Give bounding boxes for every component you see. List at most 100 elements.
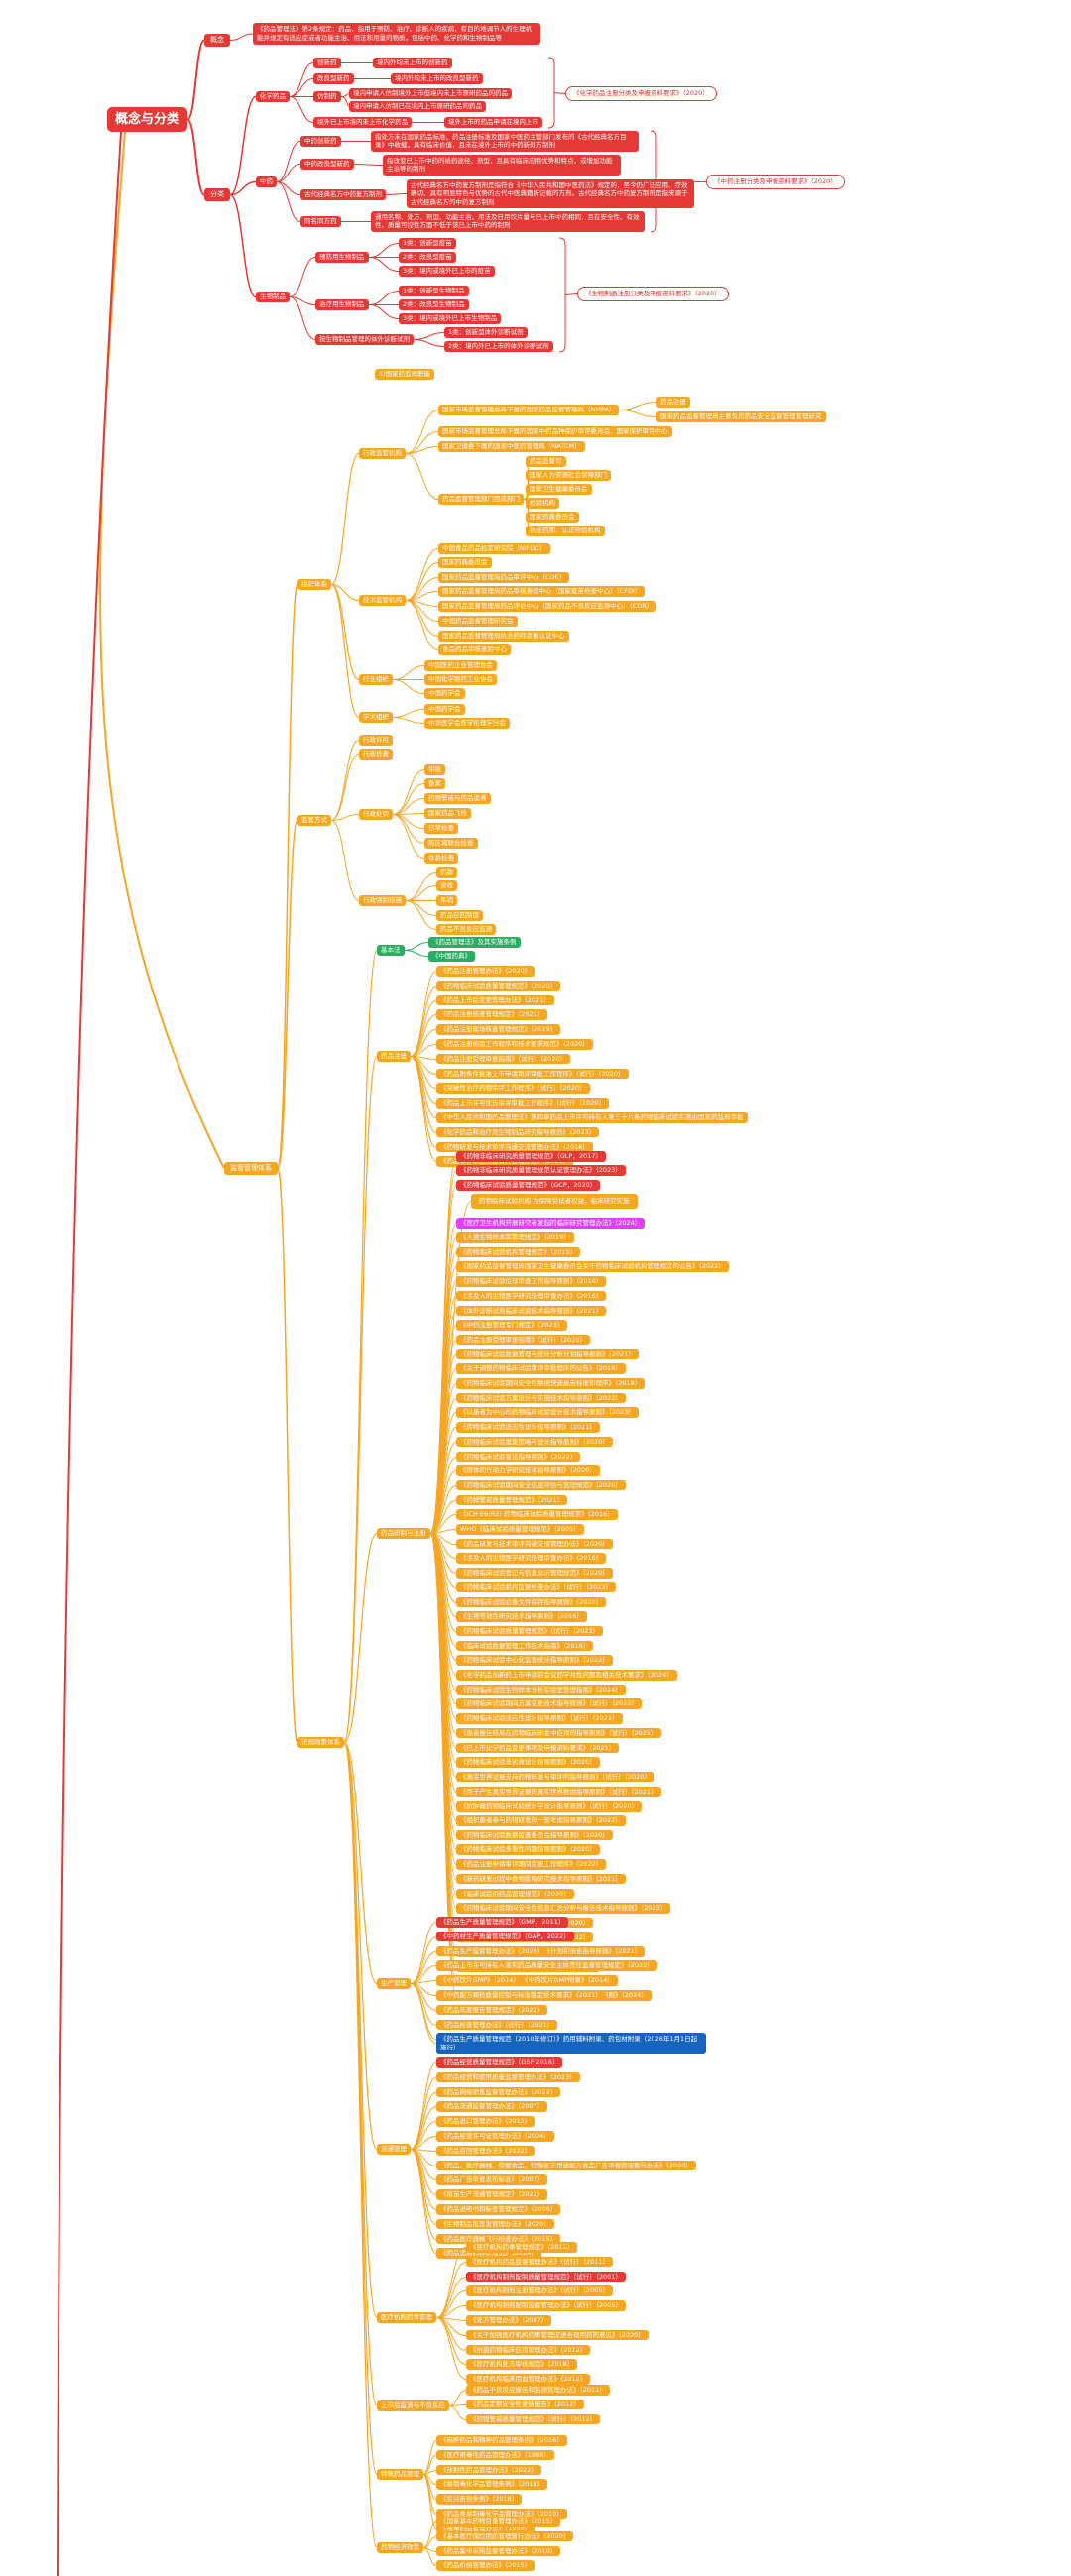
research-item-3[interactable]: 《药物临床试验伦理审查工作指导原则》（2010） bbox=[456, 1276, 607, 1287]
admin-item-3[interactable]: 药品监督管理部门组成部门 bbox=[438, 494, 524, 505]
special-item-0[interactable]: 《药品不良反应报告和监测管理办法》（2011） bbox=[466, 2385, 610, 2396]
chem-item-1[interactable]: 改良型新药 bbox=[313, 73, 354, 84]
bio-node[interactable]: 生物制品 bbox=[256, 292, 290, 302]
hosp-item-8[interactable]: 《医疗机构处方审核规范》（2018） bbox=[466, 2359, 578, 2370]
regulation-item-3[interactable]: 行政强制措施 bbox=[359, 895, 406, 906]
research-item-7[interactable]: 《药品注册受理审查指南》（试行）（2020） bbox=[456, 1334, 591, 1346]
tcm-item-1[interactable]: 中药改良型新药 bbox=[300, 159, 354, 170]
price-item-3[interactable]: 《易制毒化学品管理条例》（2018） bbox=[436, 2479, 548, 2490]
tcm-ref[interactable]: 《中药注册分类及申报资料要求》（2020） bbox=[706, 175, 845, 189]
prod-item-1[interactable]: 《中药材生产质量管理规范》（GAP，2022） bbox=[436, 1931, 574, 1942]
research-item-39[interactable]: 《抗肿瘤药物临床试验统计学设计指导原则》（试行）（2020） bbox=[456, 1801, 643, 1812]
hosp-item-2[interactable]: 《医疗机构制剂配制质量管理规范》（试行）（2001） bbox=[466, 2271, 627, 2283]
research-item-2[interactable]: 《国家药品监督管理局国家卫生健康委员会关于药物临床试验机构管理规定的公告》（20… bbox=[456, 1261, 729, 1272]
hosp-item-1[interactable]: 《医疗机构药品监督管理办法》（试行）（2011） bbox=[466, 2256, 614, 2268]
tech-node[interactable]: 技术监管机构 bbox=[359, 595, 406, 606]
regulation-item-0[interactable]: 行政许可 bbox=[359, 735, 393, 746]
chem-item-0[interactable]: 创新药 bbox=[313, 58, 341, 68]
other-item-1[interactable]: 《基本医疗保险用药管理暂行办法》（2020） bbox=[436, 2530, 574, 2542]
research-item-41[interactable]: 《药物临床试验数据监查委员会指导原则》（2020） bbox=[456, 1829, 613, 1841]
research-item-12[interactable]: 《以患者为中心的药物临床试验设计技术指导原则》（2023） bbox=[456, 1407, 639, 1418]
research-item-45[interactable]: 《临床试验用药品管理规范》（2020） bbox=[456, 1888, 574, 1899]
other-item-2[interactable]: 《药品集中采购监督管理办法》（2010） bbox=[436, 2545, 561, 2557]
research-head-2[interactable]: 《药物临床试验质量管理规范》（GCP，2020） bbox=[456, 1180, 601, 1191]
research-item-8[interactable]: 《药物临床试验数据管理与统计分析计划指导原则》（2021） bbox=[456, 1348, 639, 1360]
research-item-21[interactable]: 《药品研发与技术审评沟通交流管理办法》（2020） bbox=[456, 1538, 613, 1550]
research-item-5[interactable]: 《体外诊断试剂临床试验技术指导原则》（2021） bbox=[456, 1305, 607, 1316]
biz-item-10[interactable]: 《药品说明书和标签管理规定》（2006） bbox=[436, 2204, 561, 2215]
research-item-10[interactable]: 《药物临床试验期间安全性数据快速报告标准和程序》（2018） bbox=[456, 1378, 646, 1389]
tcm-item-0[interactable]: 中药创新药 bbox=[300, 136, 341, 147]
prod-node[interactable]: 生产管理 bbox=[377, 1978, 411, 1989]
hosp-item-6[interactable]: 《关于加强医疗机构药事管理促进合理用药的意见》（2020） bbox=[466, 2329, 649, 2341]
research-item-27[interactable]: 《药物临床试验质量管理规范》（试行）（2023） bbox=[456, 1625, 604, 1637]
research-item-16[interactable]: 《群体药代动力学研究技术指导原则》（2020） bbox=[456, 1465, 600, 1476]
special-item-1[interactable]: 《药品定期安全性更新报告》（2012） bbox=[466, 2399, 584, 2410]
other-node[interactable]: 药物经济政策 bbox=[377, 2542, 423, 2553]
concept-node[interactable]: 概念 bbox=[204, 34, 230, 47]
research-item-42[interactable]: 《药物临床试验多重性问题指导原则》（2020） bbox=[456, 1844, 600, 1855]
biz-item-7[interactable]: 《药品、医疗器械、保健食品、特殊医学用途配方食品广告审查管理暂行办法》（2020… bbox=[436, 2160, 696, 2171]
basic-item-0[interactable]: 《药品管理法》及其实施条例 bbox=[428, 937, 521, 948]
reg-item-10[interactable]: 《中华人民共和国药品管理法》第四章药品上市许可持有人第三十八条药物临床试验实施由… bbox=[436, 1112, 748, 1123]
bio-item-2[interactable]: 按生物制品管理的体外诊断试剂 bbox=[315, 334, 414, 345]
research-item-38[interactable]: 《用于产生真实世界证据的真实世界数据指导原则》（试行）（2021） bbox=[456, 1786, 661, 1798]
basic-item-1[interactable]: 《中国药典》 bbox=[428, 951, 475, 962]
research-item-11[interactable]: 《药物临床试验方案设计与实施技术指导原则》（2022） bbox=[456, 1392, 626, 1404]
chem-item-2[interactable]: 仿制药 bbox=[313, 91, 341, 102]
biz-item-3[interactable]: 《药品流通监督管理办法》（2007） bbox=[436, 2101, 548, 2112]
laws-node[interactable]: 法规政策体系 bbox=[298, 1737, 344, 1748]
research-item-44[interactable]: 《新药研发过程中食物影响研究技术指导原则》（2021） bbox=[456, 1873, 626, 1885]
research-item-35[interactable]: 《已上市化学药品变更事项及申报资料要求》（2021） bbox=[456, 1742, 620, 1753]
research-item-1[interactable]: 《药物临床试验机构管理规定》（2019） bbox=[456, 1246, 581, 1258]
industry-node[interactable]: 行业组织 bbox=[359, 674, 393, 685]
reg-item-3[interactable]: 《药品注册核查管理规定》（2021） bbox=[436, 1009, 548, 1020]
bio-item-1[interactable]: 治疗用生物制品 bbox=[315, 299, 369, 310]
price-item-6[interactable]: 《戒毒药品管理办法》（1999） bbox=[436, 2522, 536, 2534]
reg-item-1[interactable]: 《药物临床试验质量管理规范》（2020） bbox=[436, 980, 561, 992]
prod-item-2[interactable]: 《药品生产监督管理办法》（2020） bbox=[436, 1945, 548, 1957]
research-item-19[interactable]: 《ICH E6(R2) 药物临床试验质量管理规范》（2016） bbox=[456, 1509, 618, 1520]
reg-item-5[interactable]: 《药品注册检验工作程序和技术要求规范》（2020） bbox=[436, 1039, 593, 1050]
chem-node[interactable]: 化学药品 bbox=[256, 91, 290, 102]
price-item-0[interactable]: 《麻醉药品和精神药品管理条例》（2016） bbox=[436, 2435, 567, 2446]
research-item-33[interactable]: 《药物临床试验适应性设计指导原则》（试行）（2021） bbox=[456, 1713, 623, 1724]
price-item-1[interactable]: 《医疗用毒性药品管理办法》（1988） bbox=[436, 2449, 554, 2461]
special-node[interactable]: 上市后监测与不良反应 bbox=[377, 2400, 449, 2411]
regulation-item-2[interactable]: 行政处罚 bbox=[359, 809, 393, 820]
hosp-item-4[interactable]: 《医疗机构制剂配制监督管理办法》（试行）（2005） bbox=[466, 2300, 627, 2311]
system-node[interactable]: 监管管理体系 bbox=[224, 1162, 278, 1175]
org-node[interactable]: 组织体系 bbox=[298, 579, 331, 590]
research-item-9[interactable]: 《关于调整药物临床试验审评审批程序的公告》（2018） bbox=[456, 1363, 626, 1374]
research-item-24[interactable]: 《药物临床试验机构监督检查办法》（试行）（2023） bbox=[456, 1581, 617, 1593]
reg-item-4[interactable]: 《药品注册现场核查管理规定》（2019） bbox=[436, 1024, 561, 1035]
research-item-36[interactable]: 《药物临床试验非劣效设计指导原则》（2020） bbox=[456, 1757, 600, 1768]
admin-node[interactable]: 行政监管机构 bbox=[359, 448, 406, 459]
reg-item-6[interactable]: 《药品注册受理审查指南》（试行）（2020） bbox=[436, 1053, 571, 1065]
special-item-2[interactable]: 《药物警戒质量管理规范》（试行）（2012） bbox=[466, 2413, 601, 2425]
hosp-item-7[interactable]: 《抗菌药物临床应用管理办法》（2012） bbox=[466, 2344, 591, 2356]
research-item-29[interactable]: 《药物临床试验中心化监查统计指导原则》（2022） bbox=[456, 1655, 613, 1666]
research-item-30[interactable]: 《化学药品创新药上市申请前会议药学共性问题及相关技术要求》（2024） bbox=[456, 1670, 677, 1681]
prod-item-0[interactable]: 《药品生产质量管理规范》（GMP，2011） bbox=[436, 1917, 569, 1928]
research-item-49[interactable]: 《临床研究数据管理与统计分析计划和报告指导原则》（2021） bbox=[456, 1946, 646, 1957]
price-item-2[interactable]: 《放射性药品管理办法》（2022） bbox=[436, 2464, 541, 2476]
other-item-3[interactable]: 《药品价格管理办法》（2015） bbox=[436, 2560, 536, 2571]
biz-item-1[interactable]: 《药品经营和使用质量监督管理办法》（2023） bbox=[436, 2071, 580, 2083]
reg-item-2[interactable]: 《药品上市后变更管理办法》（2021） bbox=[436, 995, 554, 1006]
price-item-5[interactable]: 《药品类易制毒化学品管理办法》（2010） bbox=[436, 2509, 567, 2519]
biz-item-5[interactable]: 《药品经营许可证管理办法》（2004） bbox=[436, 2131, 554, 2142]
research-magenta[interactable]: 《医疗卫生机构开展研究者发起的临床研究管理办法》（2024） bbox=[456, 1218, 646, 1229]
research-item-26[interactable]: 《生物等效性研究技术指导原则》（2016） bbox=[456, 1611, 587, 1622]
basic-node[interactable]: 基本法 bbox=[377, 945, 405, 956]
hosp-node[interactable]: 医疗机构药事管理 bbox=[377, 2312, 436, 2323]
hosp-item-3[interactable]: 《医疗机构制剂注册管理办法》（试行）（2005） bbox=[466, 2285, 614, 2296]
reg-item-12[interactable]: 《药物研发与技术审评沟通交流管理办法》（2018） bbox=[436, 1141, 593, 1153]
research-item-15[interactable]: 《药物临床试验盲法指导原则》（2022） bbox=[456, 1451, 581, 1462]
tcm-node[interactable]: 中药 bbox=[256, 176, 277, 187]
research-item-0[interactable]: 《人类生物样本库管理规范》（2019） bbox=[456, 1232, 574, 1243]
price-node[interactable]: 特殊药品管理 bbox=[377, 2469, 423, 2480]
research-item-34[interactable]: 《患者报告结局在药物临床研发中应用的指导原则》（试行）（2021） bbox=[456, 1727, 661, 1739]
research-item-43[interactable]: 《药品注册申请审评期间变更工作程序》（2022） bbox=[456, 1859, 607, 1870]
admin-item-0[interactable]: 国家市场监督管理总局下属的国家药品监督管理局（NMPA） bbox=[438, 405, 620, 415]
